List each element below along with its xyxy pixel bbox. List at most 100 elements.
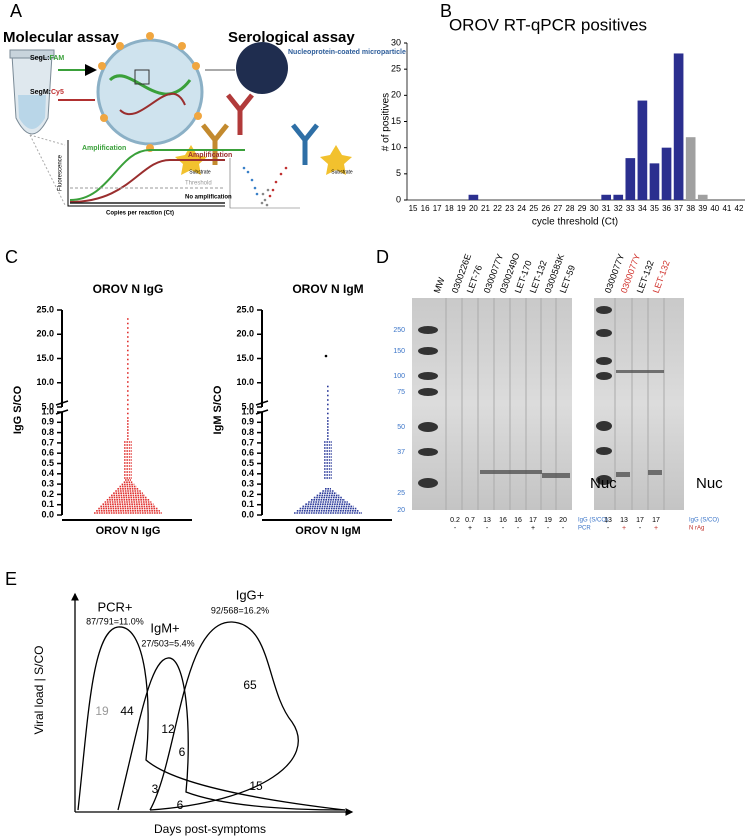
igm-ratio: 27/503=5.4%	[141, 638, 194, 648]
x-tick-label: 29	[578, 204, 587, 213]
y-tick-label: 10.0	[36, 377, 54, 387]
panel-label: E	[5, 569, 17, 589]
chart-title: OROV RT-qPCR positives	[449, 15, 647, 34]
x-tick-label: 17	[433, 204, 442, 213]
y-tick-label: 0.9	[41, 417, 54, 427]
pcr-value: -	[562, 525, 565, 532]
serological-title: Serological assay	[228, 29, 355, 46]
mw-marker: 50	[397, 424, 405, 431]
x-tick-label: 25	[529, 204, 538, 213]
bar	[468, 194, 479, 200]
x-tick-label: 15	[409, 204, 418, 213]
igg-label: IgG (S/CO)	[578, 518, 608, 524]
pcr-value: +	[468, 525, 472, 532]
igg-value: 17	[529, 517, 537, 524]
y-tick-label: 0.0	[241, 509, 254, 519]
x-tick-label: 16	[421, 204, 430, 213]
y-tick-label: 0.4	[241, 468, 254, 478]
y-tick-label: 5	[396, 168, 401, 178]
pcr-value: -	[454, 525, 457, 532]
x-tick-label: 21	[481, 204, 490, 213]
substrate-label: Substrate	[331, 169, 353, 175]
mw-marker: 150	[393, 348, 405, 355]
igg-value: 13	[483, 517, 491, 524]
x-tick-label: 27	[553, 204, 562, 213]
igg-value: 17	[652, 517, 660, 524]
bar	[697, 194, 708, 200]
no-amp-label: No amplification	[185, 195, 232, 201]
x-tick-label: 33	[626, 204, 635, 213]
substrate-label: Substrate	[189, 169, 211, 175]
x-axis-label: OROV N IgM	[295, 525, 360, 537]
igm-label: IgM+	[150, 620, 179, 635]
y-axis-label: IgM S/CO	[212, 385, 224, 434]
igg-value: 0.2	[450, 517, 460, 524]
mw-marker: 37	[397, 449, 405, 456]
dot	[324, 354, 328, 358]
y-tick-label: 20	[391, 90, 401, 100]
y-tick-label: 0.1	[41, 499, 54, 509]
y-tick-label: 0.1	[241, 499, 254, 509]
segl-dye: FAM	[49, 55, 64, 62]
x-tick-label: 22	[493, 204, 502, 213]
x-tick-label: 32	[614, 204, 623, 213]
region-count: 65	[243, 678, 257, 692]
y-tick-label: 0	[396, 194, 401, 204]
y-tick-label: 0.2	[41, 489, 54, 499]
panel-label: C	[5, 247, 18, 267]
x-tick-label: 36	[662, 204, 671, 213]
panel-e-counts: 19 44 12 65 6 3 6 15	[95, 678, 263, 812]
molecular-title: Molecular assay	[3, 29, 120, 46]
panel-c: OROV N IgG IgG S/CO OROV N IgG 5.0 10.0 15.0 2…	[12, 282, 392, 537]
pcr-ratio: 87/791=11.0%	[86, 616, 144, 626]
y-tick-label: 0.2	[241, 489, 254, 499]
pcr-value: -	[486, 525, 489, 532]
x-axis-label: Copies per reaction (Ct)	[106, 211, 174, 217]
mw-marker: 250	[393, 327, 405, 334]
y-tick-label: 0.9	[241, 417, 254, 427]
region-count: 19	[95, 704, 109, 718]
segm-name: SegM:	[30, 89, 51, 96]
lane-label: MW	[432, 276, 447, 295]
x-axis-label: cycle threshold (Ct)	[532, 217, 618, 228]
axis-break	[55, 400, 69, 406]
x-tick-label: 31	[602, 204, 611, 213]
plot-title: OROV N IgM	[292, 282, 363, 296]
bar	[637, 100, 648, 200]
region-count: 6	[177, 798, 184, 812]
bar	[661, 147, 672, 200]
blot-image	[412, 298, 684, 510]
y-tick-label: 30	[391, 37, 401, 47]
bar	[613, 194, 624, 200]
x-tick-label: 28	[566, 204, 575, 213]
axis-break	[55, 409, 69, 415]
nuc-label: Nuc	[696, 475, 723, 492]
y-tick-label: 0.7	[241, 437, 254, 447]
nrag-value: +	[622, 525, 626, 532]
bar	[649, 163, 660, 200]
mw-marker: 100	[393, 373, 405, 380]
pcr-label: PCR+	[97, 599, 132, 614]
igg-value: 13	[620, 517, 628, 524]
y-tick-label: 15	[391, 116, 401, 126]
amplification-label: Amplification	[82, 145, 126, 152]
axis-break	[255, 409, 269, 415]
igg-label: IgG (S/CO)	[689, 518, 719, 524]
igg-value: 16	[514, 517, 522, 524]
y-tick-label: 0.5	[41, 458, 54, 468]
mw-marker: 25	[397, 490, 405, 497]
y-tick-label: 25.0	[236, 304, 254, 314]
pcr-value: -	[547, 525, 550, 532]
y-tick-label: 10	[391, 142, 401, 152]
amplification-label: Amplification	[188, 152, 232, 159]
microparticle-label: Nucleoprotein-coated microparticle	[288, 49, 406, 56]
panel-label: D	[376, 247, 389, 267]
y-tick-label: 20.0	[236, 329, 254, 339]
x-tick-label: 35	[650, 204, 659, 213]
bar	[601, 194, 612, 200]
region-count: 44	[120, 704, 134, 718]
segm-label: SegM:Cy5	[30, 89, 64, 96]
igg-value: 20	[559, 517, 567, 524]
segm-dye: Cy5	[51, 89, 64, 96]
y-axis-label: # of positives	[381, 93, 392, 151]
